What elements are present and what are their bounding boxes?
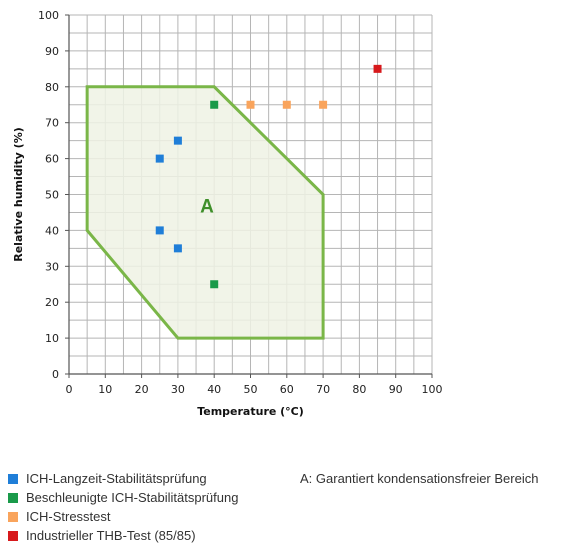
region-polygon: [85, 85, 325, 340]
x-tick-label: 80: [352, 383, 366, 396]
y-tick-label: 10: [45, 332, 59, 345]
y-tick-label: 40: [45, 224, 59, 237]
legend-item: ICH-Langzeit-Stabilitätsprüfung: [8, 469, 238, 488]
x-tick-label: 30: [171, 383, 185, 396]
data-point: [155, 154, 164, 163]
chart: 0 10 20 30 40 50 60 70 80 90 100 0 10 20 30 40 50 60 70 80 9…: [12, 9, 443, 418]
data-points: [155, 64, 382, 289]
data-point: [210, 280, 219, 289]
x-tick-label: 10: [98, 383, 112, 396]
y-tick-label: 20: [45, 296, 59, 309]
legend-item: Industrieller THB-Test (85/85): [8, 526, 238, 545]
x-tick-label: 60: [280, 383, 294, 396]
y-tick-label: 60: [45, 153, 59, 166]
x-tick-label: 100: [422, 383, 443, 396]
legend-item: ICH-Stresstest: [8, 507, 238, 526]
data-point: [210, 100, 219, 109]
x-tick-label: 70: [316, 383, 330, 396]
data-point: [173, 136, 182, 145]
y-tick-label: 0: [52, 368, 59, 381]
x-tick-label: 50: [244, 383, 258, 396]
y-tick-label: 70: [45, 117, 59, 130]
region-description: A: Garantiert kondensationsfreier Bereic…: [300, 471, 539, 486]
data-point: [173, 244, 182, 253]
legend-label: ICH-Stresstest: [26, 509, 111, 524]
y-tick-label: 90: [45, 45, 59, 58]
data-point: [319, 100, 328, 109]
y-tick-label: 80: [45, 81, 59, 94]
y-axis-label: Relative humidity (%): [12, 127, 25, 262]
legend: ICH-Langzeit-Stabilitätsprüfung Beschleu…: [8, 469, 238, 545]
data-point: [373, 64, 382, 73]
legend-label: Industrieller THB-Test (85/85): [26, 528, 196, 543]
y-tick-label: 50: [45, 189, 59, 202]
x-tick-label: 40: [207, 383, 221, 396]
legend-label: ICH-Langzeit-Stabilitätsprüfung: [26, 471, 207, 486]
x-tick-label: 20: [135, 383, 149, 396]
x-tick-label: 0: [66, 383, 73, 396]
data-point: [246, 100, 255, 109]
legend-swatch: [8, 530, 18, 541]
tick-labels: 0 10 20 30 40 50 60 70 80 90 100 0 10 20 30 40 50 60 70 80 9…: [38, 9, 443, 396]
region-label: A: [200, 196, 214, 217]
x-tick-label: 90: [389, 383, 403, 396]
data-point: [155, 226, 164, 235]
legend-item: Beschleunigte ICH-Stabilitätsprüfung: [8, 488, 238, 507]
y-tick-label: 30: [45, 260, 59, 273]
x-axis-label: Temperature (°C): [197, 405, 304, 418]
legend-label: Beschleunigte ICH-Stabilitätsprüfung: [26, 490, 239, 505]
legend-swatch: [8, 473, 18, 484]
y-tick-label: 100: [38, 9, 59, 22]
legend-swatch: [8, 511, 18, 522]
data-point: [282, 100, 291, 109]
legend-swatch: [8, 492, 18, 503]
condensation-free-region: [85, 85, 325, 340]
